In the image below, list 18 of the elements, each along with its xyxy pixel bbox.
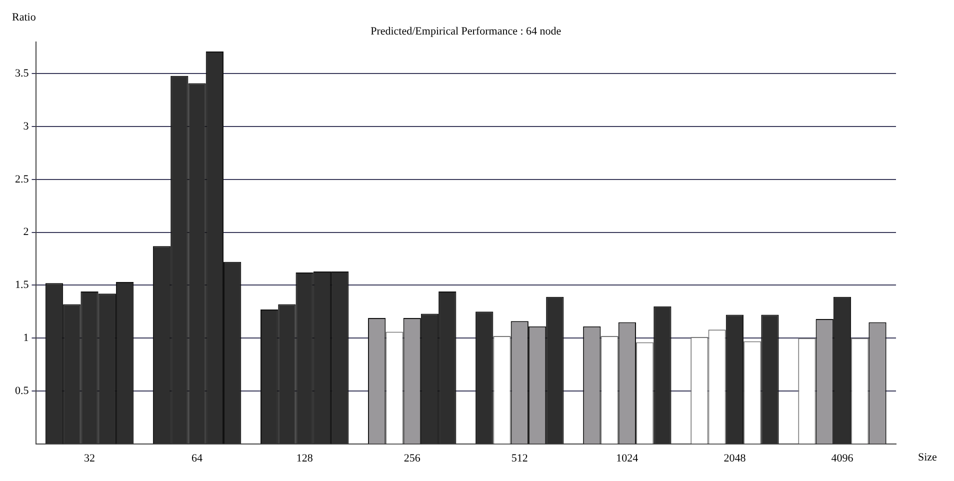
y-tick-label: 3.5 [15,68,30,80]
x-tick-label: 64 [192,452,204,464]
x-tick-label: 2048 [724,452,746,464]
y-tick-label: 2 [23,226,29,238]
chart-title: Predicted/Empirical Performance : 64 node [370,25,562,38]
y-axis-title: Ratio [12,11,36,24]
y-tick-label: 1.5 [15,279,30,292]
y-tick-label: 0.5 [15,384,30,397]
y-tick-label: 3 [23,120,30,132]
x-tick-label: 512 [511,452,528,464]
x-tick-label: 1024 [616,452,639,464]
x-axis-title: Size [918,452,938,464]
x-tick-label: 256 [404,452,421,464]
x-tick-label: 128 [296,452,314,464]
y-tick-label: 1 [23,332,29,344]
x-tick-label: 4096 [831,452,854,464]
y-tick-label: 2.5 [15,173,30,186]
x-tick-label: 32 [84,452,96,464]
